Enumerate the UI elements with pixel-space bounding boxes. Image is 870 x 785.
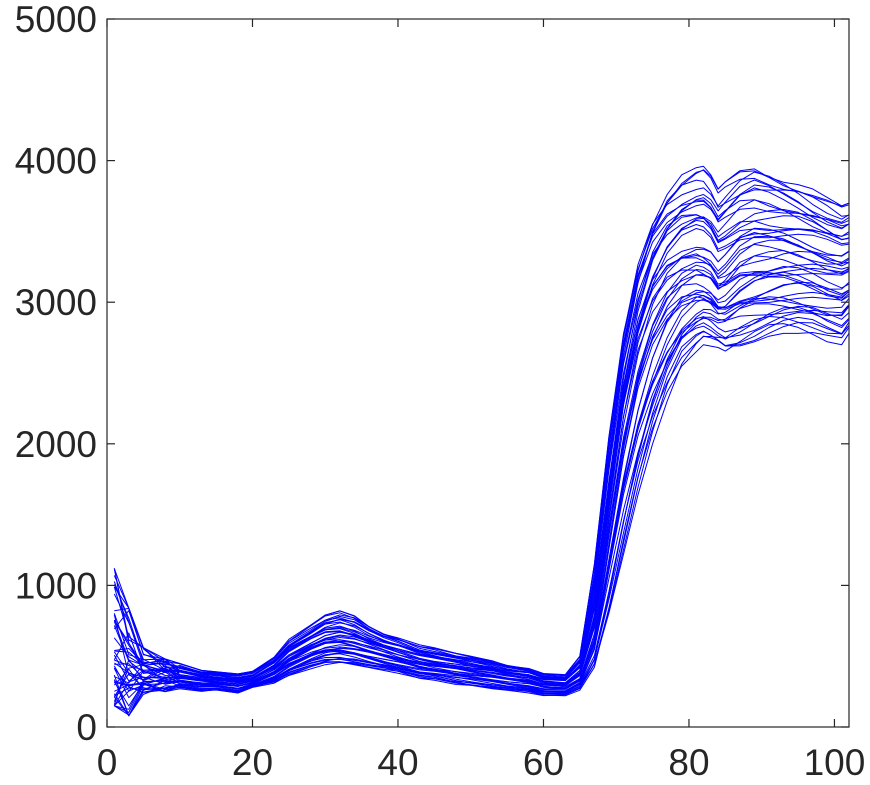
series-line (114, 214, 850, 681)
series-line (114, 327, 850, 697)
series-line (113, 267, 850, 687)
series-line (113, 169, 850, 676)
series-line (113, 228, 850, 683)
y-tick-label: 3000 (15, 282, 97, 323)
series-line (113, 187, 850, 679)
y-tick-label: 5000 (15, 0, 97, 40)
series-line (113, 306, 850, 717)
series-line (113, 197, 850, 679)
y-tick-label: 2000 (15, 424, 97, 465)
series-line (113, 270, 850, 717)
series-line (113, 263, 850, 692)
series-line (113, 291, 850, 690)
series-line (114, 305, 850, 693)
series-line (114, 271, 850, 710)
series-line (113, 179, 850, 677)
plot-frame (106, 18, 850, 728)
series-line (113, 179, 850, 679)
series-line (113, 219, 850, 682)
series-line (113, 243, 850, 685)
series-line (114, 232, 850, 684)
x-tick-label: 20 (232, 742, 273, 783)
series-line (113, 250, 850, 686)
series-line (113, 293, 850, 707)
series-line (114, 276, 850, 690)
series-line (114, 316, 850, 713)
series-line (114, 255, 850, 687)
x-tick-label: 60 (523, 742, 564, 783)
series-line (114, 266, 850, 688)
series-line (113, 165, 850, 676)
series-line (113, 272, 850, 705)
series-line (113, 296, 850, 717)
series-line (113, 199, 850, 681)
series-line (113, 315, 850, 695)
x-tick-label: 0 (97, 742, 118, 783)
series-line (113, 304, 850, 707)
series-line (113, 217, 850, 681)
series-line (113, 281, 850, 702)
y-tick-label: 1000 (15, 565, 97, 606)
series-line (113, 322, 850, 717)
series-line (114, 312, 850, 716)
series-line (113, 227, 850, 684)
series-line (113, 168, 850, 676)
x-tick-label: 100 (804, 742, 866, 783)
series-line (113, 199, 850, 679)
series-line (113, 282, 850, 707)
x-tick-label: 80 (668, 742, 709, 783)
y-tick-label: 0 (76, 707, 97, 748)
series-line (113, 303, 850, 698)
series-line (114, 323, 850, 697)
series-line (113, 297, 850, 699)
y-tick-label: 4000 (15, 141, 97, 182)
x-tick-label: 40 (377, 742, 418, 783)
series-group (113, 165, 850, 717)
series-line (114, 184, 850, 679)
